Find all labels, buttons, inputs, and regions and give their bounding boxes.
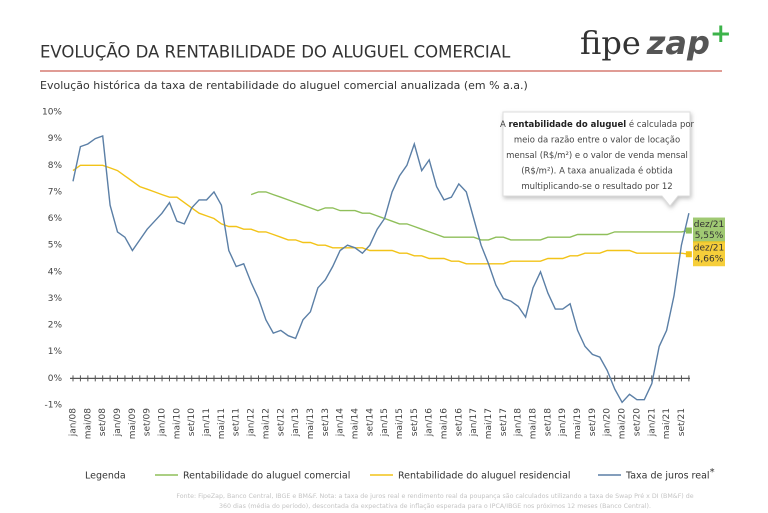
end-label-value: 5,55% bbox=[695, 231, 724, 241]
x-tick-label: mai/15 bbox=[395, 408, 405, 439]
series-line bbox=[72, 135, 690, 404]
y-tick-label: 10% bbox=[42, 108, 62, 118]
x-tick-label: mai/19 bbox=[573, 408, 583, 440]
end-label-bg bbox=[693, 217, 725, 243]
note-text: A bbox=[500, 120, 509, 130]
series-line bbox=[250, 191, 690, 241]
x-tick-label: jan/17 bbox=[469, 408, 479, 437]
x-tick-label: mai/21 bbox=[662, 408, 672, 439]
chart-title: EVOLUÇÃO DA RENTABILIDADE DO ALUGUEL COM… bbox=[40, 43, 511, 62]
legend-label: Rentabilidade do aluguel residencial bbox=[398, 471, 571, 482]
end-label-bg bbox=[693, 241, 725, 267]
x-tick-label: mai/10 bbox=[172, 408, 182, 440]
note-text: é calculada por bbox=[626, 119, 694, 130]
x-tick-label: set/09 bbox=[143, 408, 153, 437]
note-line: multiplicando-se o resultado por 12 bbox=[521, 182, 672, 192]
y-tick-label: 0% bbox=[48, 374, 63, 384]
y-tick-label: 4% bbox=[48, 267, 63, 277]
end-label-date: dez/21 bbox=[694, 220, 724, 230]
x-tick-label: jan/10 bbox=[158, 408, 168, 437]
y-tick-label: 6% bbox=[48, 214, 63, 224]
end-marker bbox=[685, 251, 692, 258]
x-tick-label: jan/12 bbox=[247, 408, 257, 437]
x-tick-label: set/13 bbox=[321, 408, 331, 436]
y-tick-label: 7% bbox=[48, 187, 63, 197]
note-line: meio da razão entre o valor de locação bbox=[514, 136, 680, 146]
subtitle: Evolução histórica da taxa de rentabilid… bbox=[40, 79, 528, 92]
x-tick-label: jan/16 bbox=[425, 408, 435, 437]
y-tick-label: 8% bbox=[48, 161, 63, 171]
x-tick-label: mai/12 bbox=[261, 408, 271, 439]
x-tick-label: set/16 bbox=[454, 408, 464, 437]
x-tick-label: mai/17 bbox=[484, 408, 494, 439]
footer: Fonte: FipeZap, Banco Central, IBGE e BM… bbox=[176, 492, 693, 500]
x-tick-label: set/19 bbox=[588, 408, 598, 437]
x-tick-label: mai/18 bbox=[529, 408, 539, 440]
end-label-date: dez/21 bbox=[694, 244, 724, 254]
x-tick-label: set/15 bbox=[410, 408, 420, 436]
x-tick-label: mai/08 bbox=[83, 408, 93, 440]
x-tick-label: mai/09 bbox=[128, 408, 138, 440]
x-tick-label: mai/13 bbox=[306, 408, 316, 439]
note-bg bbox=[502, 111, 691, 207]
y-tick-label: 2% bbox=[48, 321, 63, 331]
note-bold: rentabilidade do aluguel bbox=[508, 120, 626, 130]
x-tick-label: jan/13 bbox=[291, 408, 301, 437]
x-tick-label: set/21 bbox=[677, 408, 687, 436]
x-tick-label: set/12 bbox=[276, 408, 286, 436]
logo: fipe zap+ bbox=[580, 19, 732, 62]
x-tick-label: jan/19 bbox=[558, 408, 568, 437]
x-tick-label: mai/14 bbox=[350, 408, 360, 440]
y-tick-label: -1% bbox=[44, 401, 62, 411]
end-label-value: 4,66% bbox=[695, 255, 724, 265]
x-tick-label: jan/21 bbox=[647, 408, 657, 437]
x-tick-label: jan/15 bbox=[380, 408, 390, 437]
x-tick-label: set/20 bbox=[632, 408, 642, 437]
x-tick-label: mai/16 bbox=[440, 408, 450, 440]
x-tick-label: set/17 bbox=[499, 408, 509, 436]
x-tick-label: set/08 bbox=[98, 408, 108, 437]
logo-zap: zap bbox=[646, 24, 710, 62]
y-tick-label: 9% bbox=[48, 134, 63, 144]
x-tick-label: mai/20 bbox=[618, 408, 628, 440]
series-line bbox=[72, 164, 689, 265]
x-tick-label: jan/18 bbox=[514, 408, 524, 437]
x-tick-label: set/11 bbox=[232, 408, 242, 436]
x-tick-label: jan/14 bbox=[336, 408, 346, 437]
note-line: A rentabilidade do aluguel é calculada p… bbox=[500, 119, 695, 130]
note-line: (R$/m²). A taxa anualizada é obtida bbox=[521, 166, 673, 177]
x-tick-label: jan/09 bbox=[113, 408, 123, 437]
x-tick-label: jan/20 bbox=[603, 408, 613, 437]
x-tick-label: jan/08 bbox=[69, 408, 79, 437]
y-tick-label: 5% bbox=[48, 241, 63, 251]
x-tick-label: set/14 bbox=[365, 408, 375, 437]
x-tick-label: set/10 bbox=[187, 408, 197, 437]
note-line: mensal (R$/m²) e o valor de venda mensal bbox=[506, 151, 688, 161]
footer: 360 dias (média do período), descontada … bbox=[219, 502, 651, 510]
x-tick-label: mai/11 bbox=[217, 408, 227, 439]
logo-plus: + bbox=[710, 19, 732, 49]
x-tick-label: set/18 bbox=[543, 408, 553, 437]
legend-marker: * bbox=[710, 467, 715, 478]
legend-label: Rentabilidade do aluguel comercial bbox=[183, 471, 350, 482]
end-marker bbox=[685, 227, 692, 234]
legend-title: Legenda bbox=[85, 471, 126, 482]
x-tick-label: jan/11 bbox=[202, 408, 212, 437]
y-tick-label: 1% bbox=[48, 347, 63, 357]
legend-label: Taxa de juros real* bbox=[625, 467, 715, 482]
note-box: A rentabilidade do aluguel é calculada p… bbox=[500, 111, 695, 207]
y-tick-label: 3% bbox=[48, 294, 63, 304]
logo-fipe: fipe bbox=[580, 24, 641, 62]
